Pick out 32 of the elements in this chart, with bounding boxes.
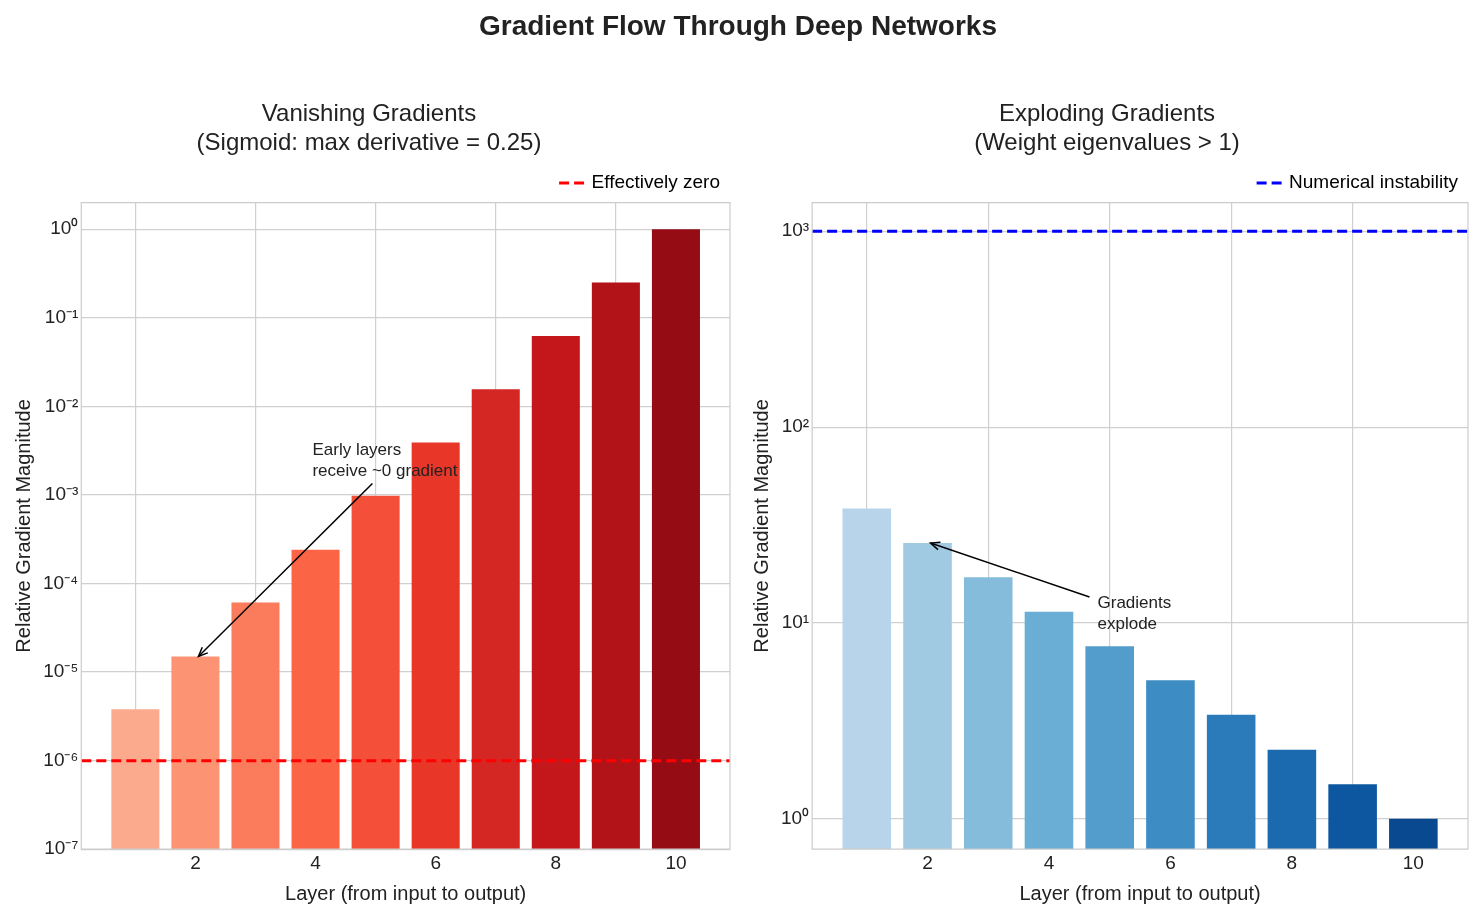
y-axis-title: Relative Gradient Magnitude	[11, 399, 34, 653]
x-tick-label: 8	[550, 851, 562, 873]
y-tick-label: 10⁰	[50, 217, 79, 239]
x-axis-title: Layer (from input to output)	[285, 881, 527, 904]
x-tick-label: 2	[190, 851, 201, 873]
legend-label: Effectively zero	[591, 171, 720, 193]
y-tick-label: 10⁻²	[44, 394, 79, 416]
legend-label: Numerical instability	[1289, 171, 1459, 193]
y-tick-label: 10⁻⁵	[43, 660, 79, 682]
x-tick-label: 4	[1043, 851, 1055, 873]
y-tick-label: 10⁻³	[44, 483, 79, 505]
chart-title: Exploding Gradients (Weight eigenvalues > 1)	[974, 99, 1240, 155]
y-tick-label: 10⁻¹	[44, 306, 79, 328]
y-tick-label: 10⁰	[780, 807, 810, 829]
y-axis-title: Relative Gradient Magnitude	[749, 399, 772, 653]
x-tick-label: 10	[665, 851, 687, 873]
x-tick-label: 6	[1165, 851, 1176, 873]
text: Gradient Flow Through Deep Networks	[477, 10, 998, 42]
y-tick-label: 10²	[781, 415, 810, 437]
y-tick-label: 10³	[781, 219, 810, 241]
x-tick-label: 8	[1286, 851, 1298, 873]
y-tick-label: 10⁻⁴	[42, 571, 79, 593]
annotation: Gradients explode	[1097, 593, 1172, 634]
x-tick-label: 10	[1402, 851, 1424, 873]
y-tick-label: 10¹	[781, 611, 810, 633]
chart-title: Vanishing Gradients (Sigmoid: max derivative = 0.25)	[196, 99, 542, 155]
y-tick-label: 10⁻⁶	[43, 748, 79, 770]
x-axis-title: Layer (from input to output)	[1019, 881, 1261, 904]
y-tick-label: 10⁻⁷	[44, 837, 79, 859]
x-tick-label: 6	[430, 851, 441, 873]
x-tick-label: 2	[922, 851, 933, 873]
x-tick-label: 4	[310, 851, 322, 873]
